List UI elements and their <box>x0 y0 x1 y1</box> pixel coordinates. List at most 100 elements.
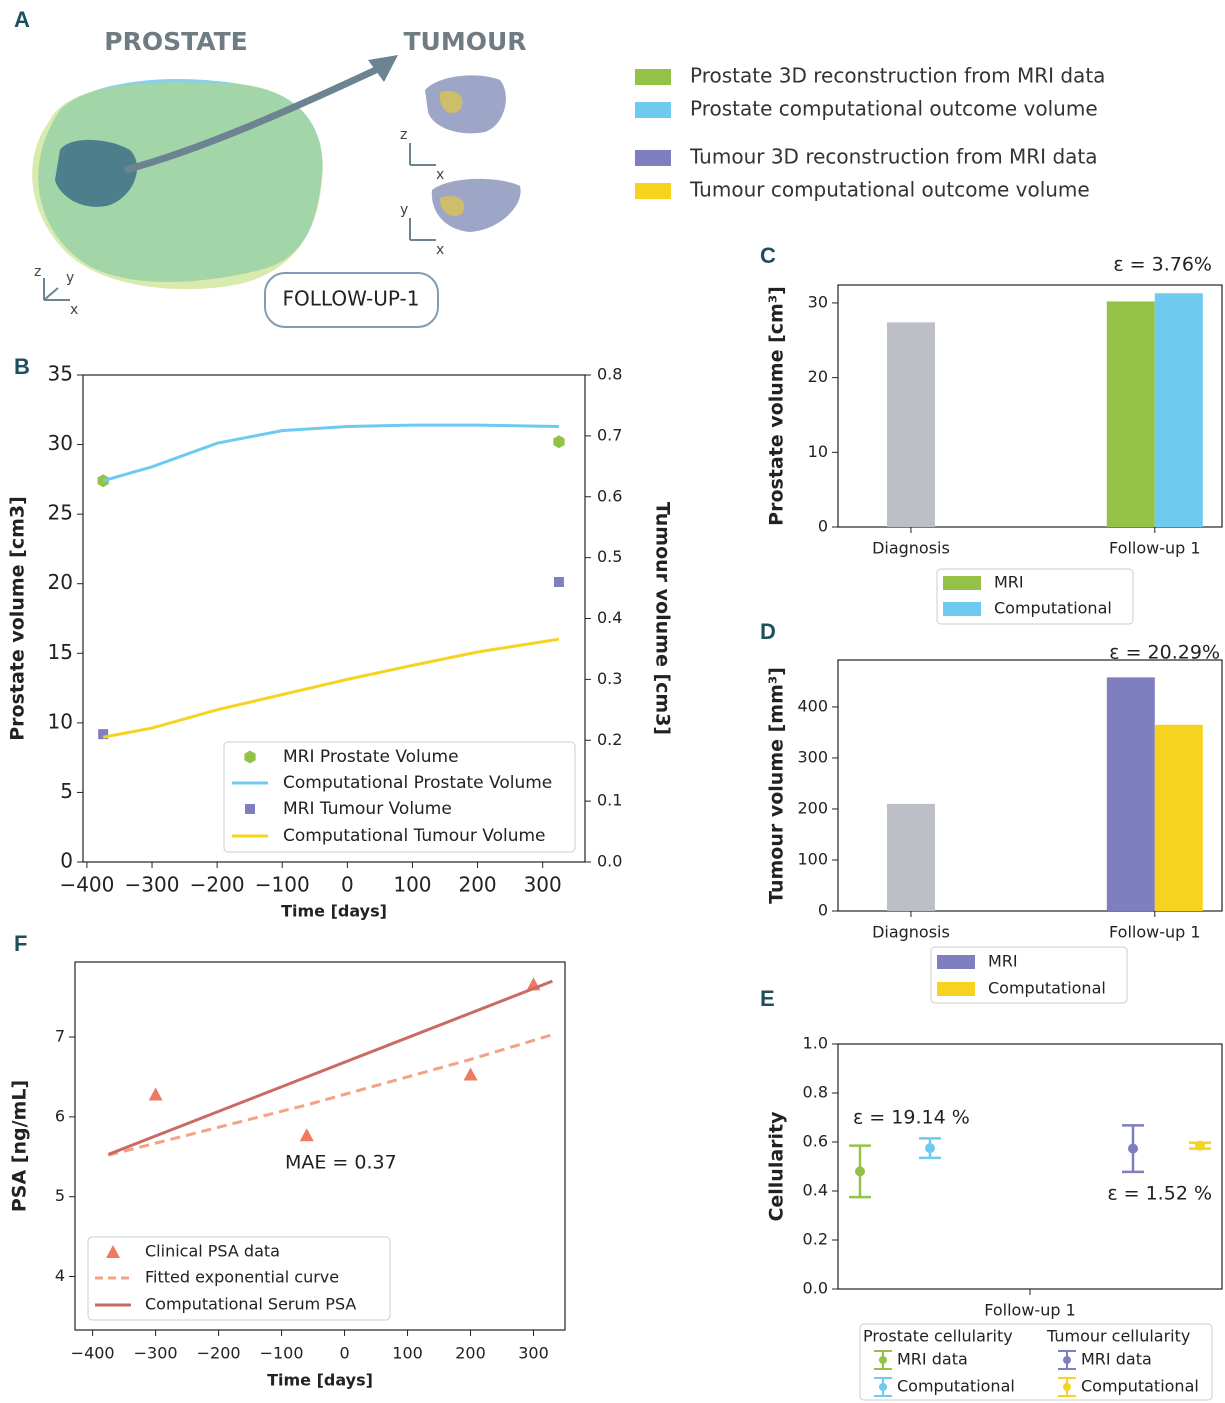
legend-label: Computational Prostate Volume <box>283 773 552 793</box>
x-tick-label: Follow-up 1 <box>1109 923 1201 942</box>
y2-axis-label: Tumour volume [cm3] <box>652 502 674 735</box>
x-tick-label: 0 <box>339 1344 349 1363</box>
annotation: ε = 20.29% <box>1109 642 1220 664</box>
marker <box>149 1088 163 1101</box>
y2-tick-label: 0.7 <box>597 425 622 444</box>
legend-swatch <box>937 955 975 969</box>
x-tick-label: Diagnosis <box>872 539 950 558</box>
y-tick-label: 7 <box>55 1027 65 1046</box>
legend-swatch <box>937 982 975 996</box>
bar <box>887 804 935 911</box>
axis-letter: x <box>436 167 444 183</box>
panel-letter: B <box>14 354 30 379</box>
marker <box>300 1128 314 1141</box>
legend-label: Computational <box>1081 1377 1199 1396</box>
annotation: ε = 19.14 % <box>853 1107 970 1129</box>
x-tick-label: −300 <box>125 873 180 897</box>
y2-tick-label: 0.2 <box>597 730 622 749</box>
legend-title: Tumour cellularity <box>1046 1327 1190 1346</box>
series-line <box>108 981 552 1154</box>
y-tick-label: 0.4 <box>803 1181 828 1200</box>
axis-letter: x <box>436 242 444 258</box>
legend-label: Fitted exponential curve <box>145 1268 339 1287</box>
y2-tick-label: 0.4 <box>597 608 622 627</box>
y2-tick-label: 0.3 <box>597 669 622 688</box>
legend-marker <box>1063 1383 1071 1391</box>
legend-label: MRI data <box>1081 1350 1152 1369</box>
panel-letter: F <box>14 931 27 956</box>
legend-swatch <box>635 150 671 166</box>
legend-marker <box>1063 1356 1071 1364</box>
x-tick-label: −200 <box>197 1344 241 1363</box>
x-tick-label: Follow-up 1 <box>984 1301 1076 1320</box>
legend-label: Prostate 3D reconstruction from MRI data <box>690 64 1105 88</box>
axis-glyph <box>410 143 436 165</box>
x-tick-label: 0 <box>341 873 354 897</box>
x-tick-label: 200 <box>458 873 496 897</box>
legend-label: Tumour computational outcome volume <box>689 178 1090 202</box>
x-tick-label: Diagnosis <box>872 923 950 942</box>
y-tick-label: 5 <box>55 1186 65 1205</box>
y2-tick-label: 0.6 <box>597 486 622 505</box>
y-tick-label: 400 <box>797 696 828 715</box>
y-axis-label: PSA [ng/mL] <box>9 1080 31 1212</box>
y-tick-label: 30 <box>48 431 73 455</box>
x-tick-label: −100 <box>255 873 310 897</box>
x-tick-label: −300 <box>134 1344 178 1363</box>
axis-letter: z <box>34 264 41 280</box>
y-axis-label: Tumour volume [mm³] <box>766 667 788 904</box>
bar <box>1107 301 1155 527</box>
prostate-title: PROSTATE <box>104 27 247 56</box>
panel-letter: A <box>14 7 30 32</box>
y-tick-label: 15 <box>48 640 73 664</box>
marker <box>464 1068 478 1081</box>
axis-glyph <box>410 218 436 240</box>
bar <box>887 322 935 527</box>
x-tick-label: −200 <box>190 873 245 897</box>
marker <box>245 804 255 814</box>
legend-label: Computational Tumour Volume <box>283 826 546 846</box>
y-tick-label: 25 <box>48 501 73 525</box>
y-tick-label: 20 <box>808 367 828 386</box>
panel-letter: E <box>760 986 775 1011</box>
y-tick-label: 300 <box>797 747 828 766</box>
tumour-renders <box>425 75 521 232</box>
y-tick-label: 5 <box>60 779 73 803</box>
x-tick-label: −100 <box>260 1344 304 1363</box>
y2-tick-label: 0.5 <box>597 547 622 566</box>
axis-letter: y <box>400 202 408 218</box>
y-tick-label: 0.2 <box>803 1230 828 1249</box>
bar <box>1155 293 1203 527</box>
legend-label: Computational <box>897 1377 1015 1396</box>
tumour-title: TUMOUR <box>403 27 526 56</box>
plot-frame <box>838 1044 1222 1289</box>
panel-letter: C <box>760 243 776 268</box>
legend-label: Computational Serum PSA <box>145 1295 356 1314</box>
x-tick-label: 300 <box>524 873 562 897</box>
legend-swatch <box>943 602 981 616</box>
x-tick-label: 200 <box>455 1344 486 1363</box>
y-tick-label: 35 <box>48 362 73 386</box>
y-tick-label: 0 <box>60 849 73 873</box>
point <box>1195 1141 1205 1151</box>
y-tick-label: 100 <box>797 849 828 868</box>
x-tick-label: 300 <box>518 1344 549 1363</box>
y2-tick-label: 0.8 <box>597 365 622 384</box>
legend-label: MRI <box>994 573 1024 592</box>
legend-swatch <box>635 183 671 199</box>
x-axis-label: Time [days] <box>281 902 387 921</box>
axis-letter: z <box>400 127 407 143</box>
y-tick-label: 30 <box>808 292 828 311</box>
y-tick-label: 10 <box>48 709 73 733</box>
legend-label: Prostate computational outcome volume <box>690 97 1098 121</box>
y-tick-label: 1.0 <box>803 1034 828 1053</box>
stage-label: FOLLOW-UP-1 <box>283 287 420 311</box>
legend-swatch <box>635 69 671 85</box>
x-tick-label: −400 <box>71 1344 115 1363</box>
annotation: ε = 1.52 % <box>1107 1183 1212 1205</box>
bar <box>1155 725 1203 911</box>
point <box>1128 1144 1138 1154</box>
legend-label: Computational <box>994 599 1112 618</box>
y2-tick-label: 0.0 <box>597 852 622 871</box>
legend-label: MRI data <box>897 1350 968 1369</box>
